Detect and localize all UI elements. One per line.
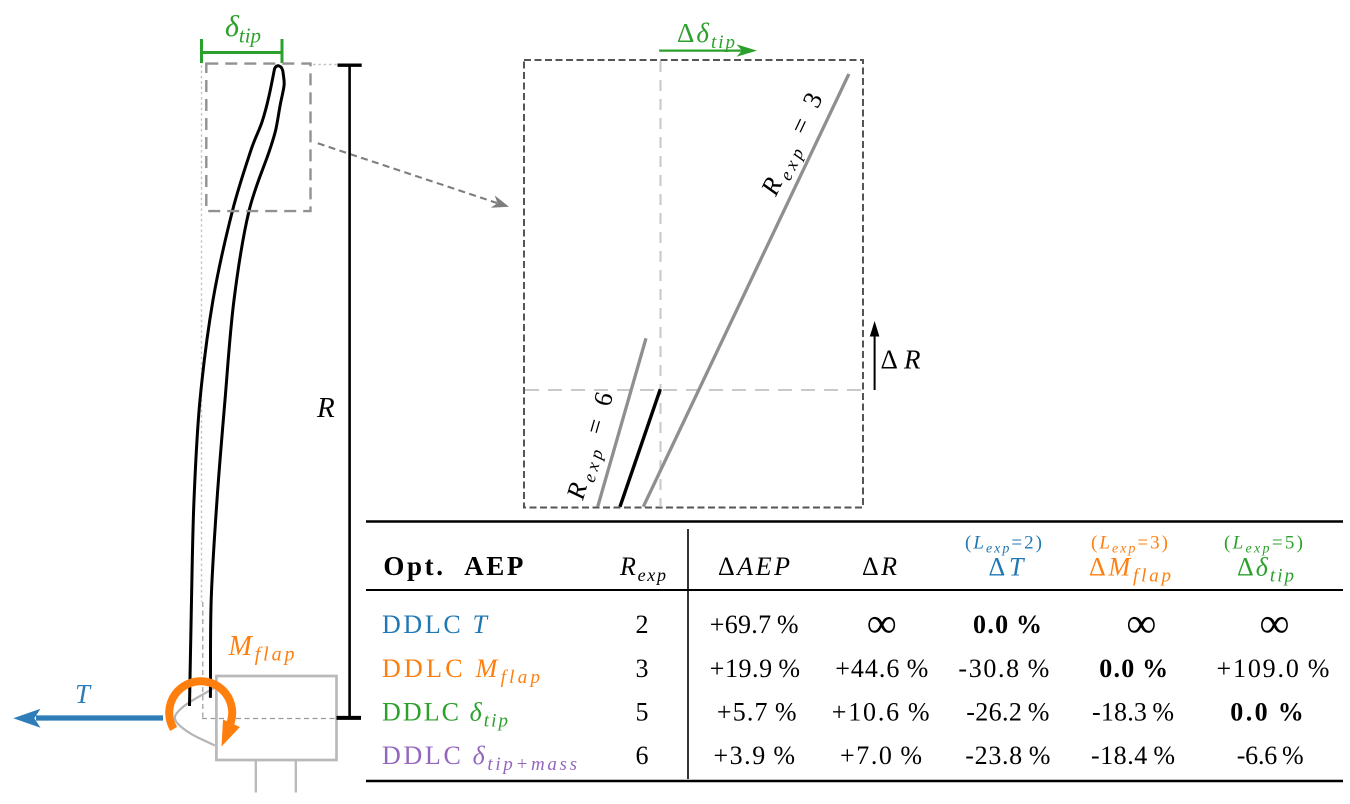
svg-text:δtip: δtip xyxy=(225,10,261,48)
svg-text:-23.8 %: -23.8 % xyxy=(965,741,1050,770)
svg-text:+5.7 %: +5.7 % xyxy=(717,698,797,727)
svg-text:-18.3 %: -18.3 % xyxy=(1092,698,1174,727)
svg-text:+109.0 %: +109.0 % xyxy=(1217,654,1330,683)
svg-text:6: 6 xyxy=(636,741,649,770)
svg-text:∞: ∞ xyxy=(1260,601,1290,647)
svg-text:DDLC δtip+mass: DDLC δ tip+mass xyxy=(382,741,577,775)
svg-text:ΔR: ΔR xyxy=(881,345,922,375)
svg-text:T: T xyxy=(75,679,92,709)
svg-text:∞: ∞ xyxy=(1126,601,1156,647)
svg-text:DDLC δtip: DDLC δ tip xyxy=(382,698,508,732)
svg-text:2: 2 xyxy=(636,610,649,639)
svg-text:5: 5 xyxy=(636,698,649,727)
svg-text:+69.7 %: +69.7 % xyxy=(710,610,799,639)
svg-text:ΔT: ΔT xyxy=(989,553,1026,582)
svg-text:Rexp: Rexp xyxy=(619,552,666,585)
svg-text:0.0 %: 0.0 % xyxy=(973,610,1042,639)
svg-text:-18.4 %: -18.4 % xyxy=(1091,741,1175,770)
svg-text:DDLC T: DDLC T xyxy=(382,610,489,639)
svg-text:-26.2 %: -26.2 % xyxy=(966,698,1049,727)
svg-text:ΔAEP: ΔAEP xyxy=(718,552,790,581)
svg-text:+7.0 %: +7.0 % xyxy=(840,741,922,770)
svg-text:-30.8 %: -30.8 % xyxy=(958,654,1049,683)
svg-text:+19.9 %: +19.9 % xyxy=(710,654,800,683)
svg-text:+3.9 %: +3.9 % xyxy=(714,741,796,770)
svg-text:+10.6 %: +10.6 % xyxy=(832,698,930,727)
svg-text:Rexp = 3: Rexp = 3 xyxy=(755,88,832,202)
svg-text:∞: ∞ xyxy=(867,601,897,647)
svg-text:+44.6 %: +44.6 % xyxy=(835,654,928,683)
svg-text:-6.6 %: -6.6 % xyxy=(1237,741,1304,770)
svg-text:ΔR: ΔR xyxy=(862,552,897,581)
svg-text:Opt. AEP: Opt. AEP xyxy=(383,551,523,581)
svg-text:0.0 %: 0.0 % xyxy=(1230,698,1303,727)
svg-text:R: R xyxy=(316,392,335,424)
svg-text:0.0 %: 0.0 % xyxy=(1099,654,1168,683)
svg-text:3: 3 xyxy=(636,654,649,683)
